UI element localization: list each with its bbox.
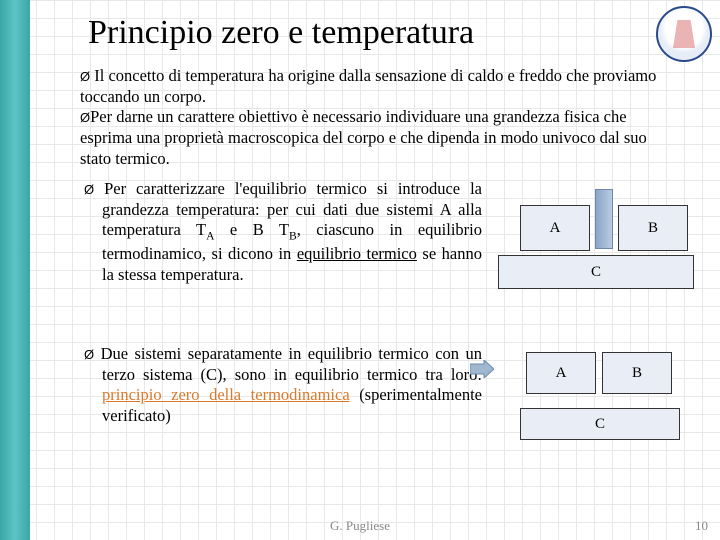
diagram-1-container: A B C [492, 179, 702, 334]
diagram-2: A B C [498, 344, 698, 484]
bullet-icon: Ø [84, 182, 94, 197]
diagram-1-box-a: A [520, 205, 590, 251]
bullet-icon: Ø [84, 347, 94, 362]
p1-mid1: e B T [214, 220, 289, 239]
row-1: Ø Per caratterizzare l'equilibrio termic… [80, 179, 702, 334]
diagram-2-box-c: C [520, 408, 680, 440]
diagram-2-container: A B C [492, 344, 702, 494]
p1-eq: equilibrio termico [297, 244, 417, 263]
paragraph-2: Ø Due sistemi separatamente in equilibri… [80, 344, 482, 494]
institution-logo [656, 6, 712, 62]
arrow-icon [470, 360, 494, 378]
p2-pre: Due sistemi separatamente in equilibrio … [101, 344, 482, 384]
bullet-icon: Ø [80, 110, 90, 125]
diagram-1-box-b: B [618, 205, 688, 251]
diagram-2-box-b: B [602, 352, 672, 394]
paragraph-1: Ø Per caratterizzare l'equilibrio termic… [80, 179, 482, 334]
row-2: Ø Due sistemi separatamente in equilibri… [80, 344, 702, 494]
slide-content: Principio zero e temperatura Ø Il concet… [40, 0, 710, 540]
slide-title: Principio zero e temperatura [40, 0, 710, 58]
diagram-1: A B C [492, 189, 697, 319]
intro-block: Ø Il concetto di temperatura ha origine … [80, 66, 670, 169]
intro-text-1: Il concetto di temperatura ha origine da… [80, 66, 656, 106]
p2-principle: principio zero della termodinamica [102, 385, 350, 404]
left-accent-stripe [0, 0, 30, 540]
diagram-1-box-c: C [498, 255, 694, 289]
intro-text-2: Per darne un carattere obiettivo è neces… [80, 107, 647, 167]
bullet-icon: Ø [80, 69, 90, 84]
diagram-1-divider [595, 189, 613, 249]
p1-subB: B [289, 231, 297, 243]
diagram-2-box-a: A [526, 352, 596, 394]
